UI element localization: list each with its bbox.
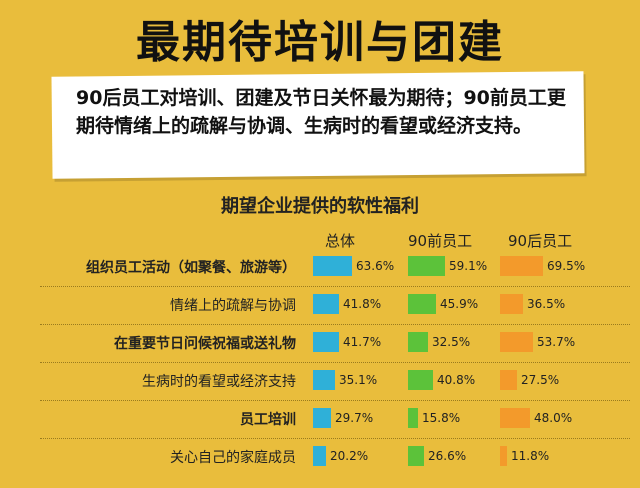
category-label: 在重要节日问候祝福或送礼物 bbox=[114, 336, 296, 352]
value-label: 20.2% bbox=[330, 449, 369, 463]
value-label: 59.1% bbox=[449, 259, 488, 273]
row-divider bbox=[40, 286, 630, 287]
value-label: 41.7% bbox=[343, 335, 382, 349]
value-label: 63.6% bbox=[356, 259, 395, 273]
bar bbox=[500, 370, 517, 390]
value-label: 45.9% bbox=[440, 297, 479, 311]
value-label: 15.8% bbox=[422, 411, 461, 425]
row-divider bbox=[40, 362, 630, 363]
summary-text: 90后员工对培训、团建及节日关怀最为期待；90前员工更期待情绪上的疏解与协调、生… bbox=[76, 87, 566, 137]
bar bbox=[313, 256, 352, 276]
value-label: 40.8% bbox=[437, 373, 476, 387]
bar bbox=[500, 294, 523, 314]
category-label: 生病时的看望或经济支持 bbox=[142, 374, 296, 390]
bar bbox=[408, 446, 424, 466]
value-label: 69.5% bbox=[547, 259, 586, 273]
bar bbox=[408, 256, 445, 276]
value-label: 36.5% bbox=[527, 297, 566, 311]
bar bbox=[313, 332, 339, 352]
bar bbox=[500, 408, 530, 428]
bar bbox=[313, 294, 339, 314]
column-header-2: 90后员工 bbox=[508, 232, 573, 250]
value-label: 53.7% bbox=[537, 335, 576, 349]
value-label: 27.5% bbox=[521, 373, 560, 387]
column-header-0: 总体 bbox=[325, 232, 356, 250]
bar bbox=[500, 446, 507, 466]
bar bbox=[500, 332, 533, 352]
bar bbox=[408, 370, 433, 390]
bar bbox=[313, 446, 326, 466]
category-label: 员工培训 bbox=[240, 412, 296, 428]
bar bbox=[408, 408, 418, 428]
category-label: 关心自己的家庭成员 bbox=[170, 450, 296, 466]
bar bbox=[408, 294, 436, 314]
value-label: 48.0% bbox=[534, 411, 573, 425]
value-label: 26.6% bbox=[428, 449, 467, 463]
page-title: 最期待培训与团建 bbox=[136, 17, 504, 68]
value-label: 41.8% bbox=[343, 297, 382, 311]
category-label: 组织员工活动（如聚餐、旅游等） bbox=[86, 260, 296, 276]
bar bbox=[500, 256, 543, 276]
value-label: 29.7% bbox=[335, 411, 374, 425]
row-divider bbox=[40, 400, 630, 401]
value-label: 35.1% bbox=[339, 373, 378, 387]
value-label: 32.5% bbox=[432, 335, 471, 349]
row-divider bbox=[40, 324, 630, 325]
row-divider bbox=[40, 438, 630, 439]
value-label: 11.8% bbox=[511, 449, 550, 463]
bar bbox=[408, 332, 428, 352]
category-label: 情绪上的疏解与协调 bbox=[170, 298, 296, 314]
column-header-1: 90前员工 bbox=[408, 232, 473, 250]
chart-title: 期望企业提供的软性福利 bbox=[221, 196, 419, 217]
bar bbox=[313, 370, 335, 390]
bar bbox=[313, 408, 331, 428]
